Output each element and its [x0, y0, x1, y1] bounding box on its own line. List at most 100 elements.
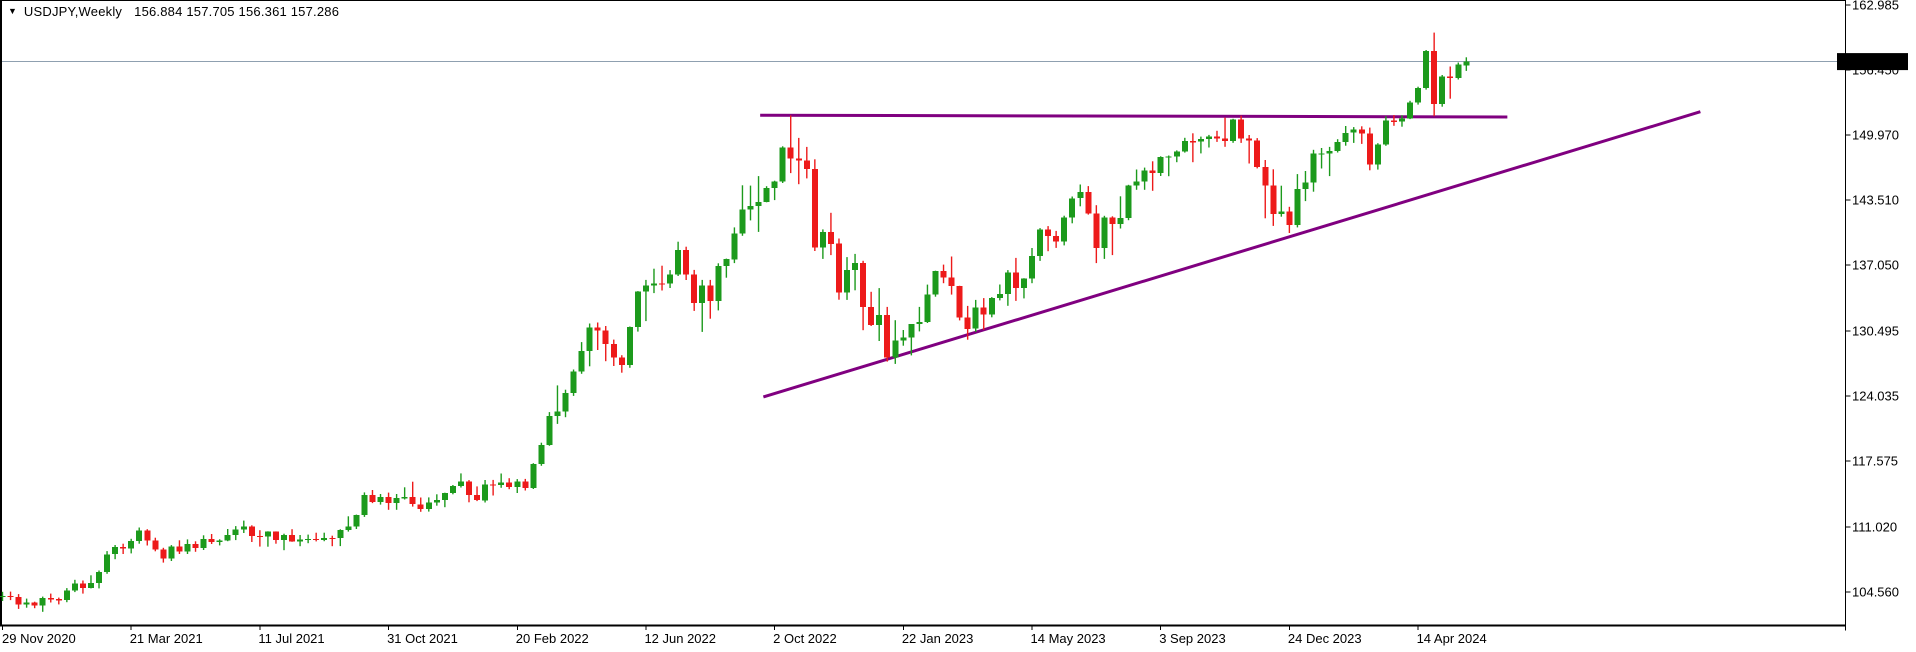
candle-body — [1238, 119, 1245, 139]
candle-body — [184, 543, 191, 552]
candle-body — [88, 583, 94, 589]
time-axis-label: 24 Dec 2023 — [1288, 631, 1362, 646]
candle-body — [787, 147, 794, 159]
candle-body — [1294, 188, 1301, 225]
candle-body — [224, 535, 231, 541]
candle-body — [47, 598, 54, 600]
candle-body — [538, 445, 545, 464]
candle-body — [248, 526, 255, 536]
candle-body — [723, 259, 730, 266]
candle-body — [1439, 76, 1446, 105]
candle-body — [63, 590, 70, 600]
candle-body — [1262, 166, 1269, 186]
time-axis-label: 3 Sep 2023 — [1159, 631, 1226, 646]
candle-body — [763, 187, 770, 203]
candle-body — [1342, 132, 1349, 143]
chart-title: ▼ USDJPY,Weekly 156.884 157.705 156.361 … — [8, 4, 339, 19]
candle-body — [31, 602, 38, 606]
symbol-timeframe-label: USDJPY,Weekly — [23, 4, 123, 19]
candle-body — [71, 583, 78, 591]
trendline-horizontal-resistance[interactable] — [760, 113, 1508, 119]
candle-body — [256, 535, 263, 538]
candle-body — [1061, 217, 1068, 242]
candle-body — [297, 539, 304, 542]
candle-body — [819, 231, 826, 248]
time-axis-label: 31 Oct 2021 — [387, 631, 458, 646]
candle-body — [361, 494, 368, 516]
candle-body — [289, 534, 295, 542]
candle-body — [659, 283, 665, 285]
candle-body — [490, 484, 497, 486]
candle-body — [192, 543, 199, 548]
candle-body — [1230, 119, 1237, 141]
candle-body — [466, 481, 472, 496]
candle-body — [1374, 144, 1381, 165]
candle-body — [160, 549, 167, 559]
candles-layer — [0, 32, 1470, 612]
candle-body — [1222, 138, 1228, 141]
time-axis-label: 20 Feb 2022 — [516, 631, 589, 646]
candle-body — [1173, 151, 1180, 157]
candle-body — [1310, 153, 1317, 183]
candle-body — [731, 233, 738, 260]
price-axis-label: 111.020 — [1852, 520, 1897, 535]
candle-body — [932, 270, 939, 295]
candle-body — [1278, 211, 1285, 214]
candle-body — [104, 554, 111, 572]
candle-body — [771, 181, 778, 188]
candle-body — [795, 158, 802, 161]
candle-body — [1390, 120, 1397, 122]
time-axis-label: 12 Jun 2022 — [644, 631, 716, 646]
candle-body — [7, 595, 14, 598]
candle-body — [112, 547, 119, 555]
candle-body — [79, 583, 86, 589]
candle-body — [1423, 51, 1430, 89]
candle-body — [1085, 192, 1092, 214]
candle-body — [626, 327, 633, 366]
candle-body — [1415, 88, 1422, 103]
time-axis-label: 14 Apr 2024 — [1417, 631, 1487, 646]
candle-body — [1455, 64, 1462, 79]
candle-body — [562, 393, 569, 412]
candle-body — [433, 500, 440, 503]
candle-body — [1069, 198, 1076, 218]
candle-body — [176, 546, 183, 552]
candle-body — [1358, 129, 1365, 134]
candle-body — [1399, 118, 1405, 122]
price-axis-label: 130.495 — [1852, 324, 1899, 339]
candle-body — [345, 526, 352, 530]
candle-body — [425, 502, 432, 510]
candle-body — [305, 538, 312, 541]
candle-body — [39, 598, 46, 606]
price-axis-label: 104.560 — [1852, 585, 1899, 600]
candle-body — [634, 291, 641, 328]
candle-body — [337, 529, 344, 538]
candle-body — [144, 530, 151, 541]
candle-body — [940, 270, 947, 278]
candle-body — [393, 498, 400, 503]
candle-body — [699, 285, 706, 304]
candle-body — [313, 538, 320, 541]
price-axis-label: 149.970 — [1852, 128, 1899, 143]
trendline-ascending-support[interactable] — [762, 110, 1701, 399]
candle-body — [1286, 211, 1293, 225]
candle-body — [602, 330, 609, 344]
candle-body — [642, 285, 649, 292]
symbol-dropdown-arrow-icon[interactable]: ▼ — [8, 6, 17, 16]
candle-body — [747, 206, 754, 210]
candle-body — [1053, 236, 1060, 242]
candle-body — [1101, 217, 1108, 248]
candle-body — [1165, 156, 1172, 158]
time-scale[interactable]: 29 Nov 2020 21 Mar 2021 11 Jul 2021 31 Oct … — [2, 625, 1487, 647]
price-axis-label: 117.575 — [1852, 454, 1898, 469]
candle-body — [409, 497, 416, 505]
candle-body — [546, 416, 553, 446]
time-axis-label: 21 Mar 2021 — [130, 631, 203, 646]
candle-body — [1181, 141, 1188, 152]
candle-body — [1270, 185, 1277, 214]
candle-body — [667, 274, 674, 284]
candle-body — [900, 337, 907, 341]
candle-body — [232, 529, 239, 536]
